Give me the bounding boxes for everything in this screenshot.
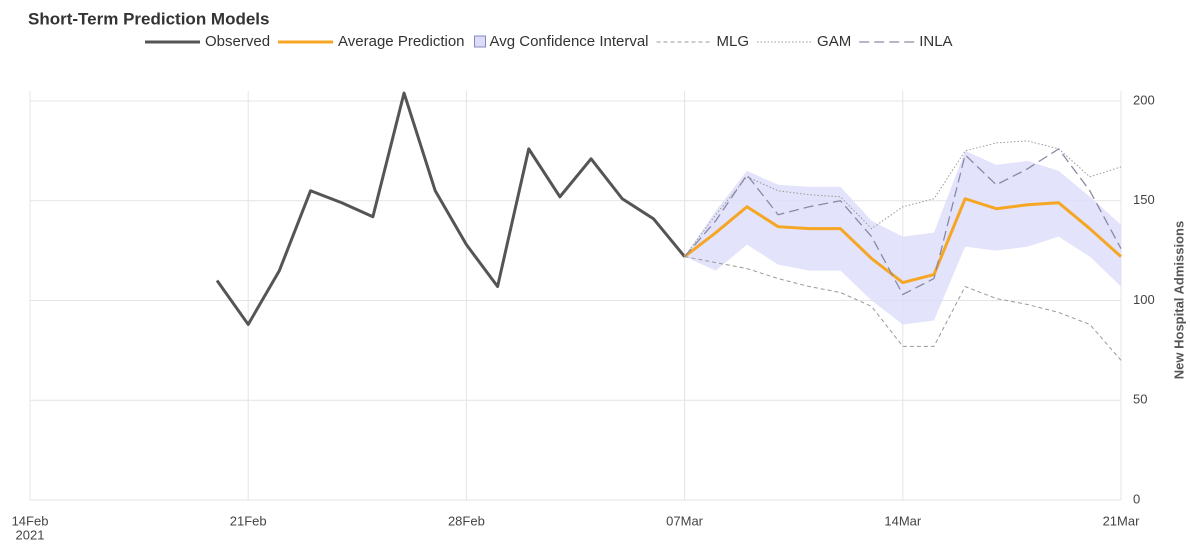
legend-label: INLA bbox=[919, 33, 952, 50]
x-tick-label: 21Mar bbox=[1103, 513, 1141, 528]
legend-label: MLG bbox=[717, 33, 750, 50]
series-line bbox=[684, 148, 1122, 296]
y-tick-label: 50 bbox=[1133, 392, 1147, 407]
legend-swatch bbox=[474, 35, 487, 48]
legend-label: GAM bbox=[817, 33, 851, 50]
y-tick-label: 200 bbox=[1133, 92, 1155, 107]
chart-title: Short-Term Prediction Models bbox=[28, 9, 270, 28]
y-tick-label: 100 bbox=[1133, 292, 1155, 307]
x-tick-label: 07Mar bbox=[666, 513, 704, 528]
legend: Observed Average Prediction Avg Confidence… bbox=[145, 33, 953, 50]
legend-label: Average Prediction bbox=[338, 33, 464, 50]
y-axis-title: New Hospital Admissions bbox=[1171, 221, 1186, 379]
legend-label: Avg Confidence Interval bbox=[490, 33, 649, 50]
series-line bbox=[215, 91, 686, 326]
x-year-label: 2021 bbox=[16, 527, 45, 542]
x-tick-label: 14Feb bbox=[12, 513, 49, 528]
series-line bbox=[683, 197, 1123, 285]
y-tick-label: 150 bbox=[1133, 192, 1155, 207]
legend-label: Observed bbox=[205, 33, 270, 50]
confidence-band bbox=[684, 150, 1121, 325]
x-tick-label: 28Feb bbox=[448, 513, 485, 528]
x-tick-label: 21Feb bbox=[230, 513, 267, 528]
y-tick-label: 0 bbox=[1133, 491, 1140, 506]
series-line bbox=[684, 256, 1122, 361]
grid bbox=[29, 91, 1122, 501]
series-line bbox=[684, 140, 1122, 257]
x-tick-label: 14Mar bbox=[884, 513, 922, 528]
